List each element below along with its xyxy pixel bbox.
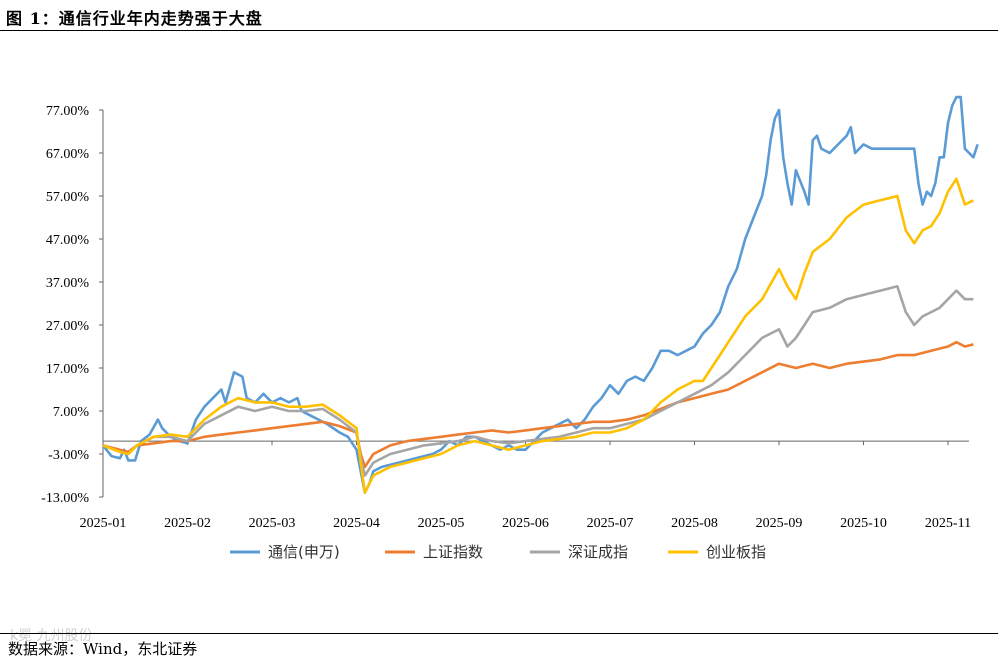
x-tick-label: 2025-11 <box>925 516 971 531</box>
x-tick-label: 2025-10 <box>840 516 887 531</box>
y-tick-label: 57.00% <box>46 190 90 205</box>
x-tick-label: 2025-06 <box>502 516 549 531</box>
top-rule <box>0 30 998 31</box>
chart-legend: 通信(申万) 上证指数 深证成指 创业板指 <box>230 543 766 561</box>
legend-label-3: 创业板指 <box>706 543 766 561</box>
x-tick-label: 2025-05 <box>418 516 465 531</box>
legend-label-0: 通信(申万) <box>268 543 340 561</box>
y-tick-label: 27.00% <box>46 319 90 334</box>
y-tick-label: -13.00% <box>41 491 89 506</box>
source-note: 数据来源：Wind，东北证券 <box>8 640 198 658</box>
series-line-1 <box>102 340 974 469</box>
x-tick-label: 2025-02 <box>164 516 211 531</box>
figure-header: 图 1：通信行业年内走势强于大盘 <box>0 0 1000 30</box>
line-chart: 77.00% 67.00% 57.00% 47.00% 37.00% 27.00% 17.0… <box>41 95 979 561</box>
legend-label-2: 深证成指 <box>568 543 628 561</box>
x-tick-label: 2025-09 <box>756 516 803 531</box>
x-tick-label: 2025-07 <box>587 516 634 531</box>
series-line-2 <box>102 285 974 477</box>
series-layer <box>101 95 979 494</box>
y-tick-label: 77.00% <box>46 104 90 119</box>
y-tick-label: 7.00% <box>53 405 90 420</box>
bottom-rule <box>0 633 998 634</box>
x-tick-label: 2025-08 <box>671 516 718 531</box>
x-tick-label: 2025-03 <box>249 516 296 531</box>
x-tick-label: 2025-01 <box>80 516 127 531</box>
y-tick-label: 67.00% <box>46 147 90 162</box>
y-tick-label: 37.00% <box>46 276 90 291</box>
watermark: k冕 九州股份 <box>10 628 93 644</box>
y-tick-label: 47.00% <box>46 233 90 248</box>
series-line-0 <box>101 95 979 494</box>
y-tick-label: -3.00% <box>48 448 89 463</box>
y-tick-label: 17.00% <box>46 362 90 377</box>
legend-label-1: 上证指数 <box>423 543 483 561</box>
series-line-3 <box>102 177 974 494</box>
figure-title: 图 1：通信行业年内走势强于大盘 <box>6 9 263 28</box>
chart-axes: 77.00% 67.00% 57.00% 47.00% 37.00% 27.00% 17.0… <box>41 104 971 531</box>
x-tick-label: 2025-04 <box>333 516 380 531</box>
